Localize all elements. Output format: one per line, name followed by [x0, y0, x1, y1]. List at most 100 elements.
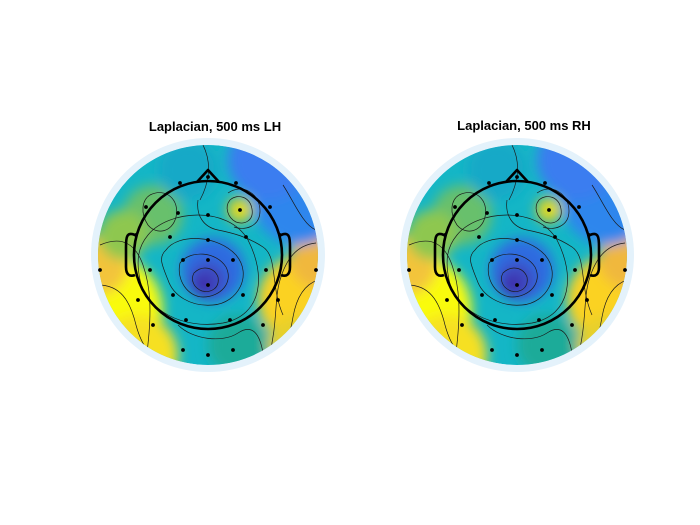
topoplot-rh: Laplacian, 500 ms RH [400, 118, 634, 372]
contour-line [451, 192, 487, 232]
contour-line [501, 267, 528, 292]
electrode-dot [181, 348, 185, 352]
contour-line [282, 184, 317, 231]
electrode-dot [515, 258, 519, 262]
electrode-dot [268, 205, 272, 209]
contour-line [508, 145, 518, 201]
contour-line [267, 242, 317, 361]
head-outline [433, 168, 601, 331]
electrode-dot [515, 175, 519, 179]
electrode-dot [480, 293, 484, 297]
contour-line [199, 145, 209, 201]
field-blob [467, 145, 527, 200]
left-ear [433, 232, 445, 278]
contour-line [576, 242, 626, 361]
field-blob [98, 315, 178, 365]
electrode-dot [485, 211, 489, 215]
contour-line [142, 192, 178, 232]
electrode-dot [540, 348, 544, 352]
electrode-dot [515, 238, 519, 242]
head-circle [441, 179, 593, 331]
electrode-dot [276, 298, 280, 302]
electrode-dot [487, 181, 491, 185]
contour-line [192, 267, 219, 292]
left-ear [124, 232, 136, 278]
electrode-dot [553, 235, 557, 239]
electrode-dot [206, 213, 210, 217]
electrode-dot [231, 258, 235, 262]
contour-line [197, 199, 284, 316]
field-blob [98, 210, 148, 260]
electrode-dot [231, 348, 235, 352]
plot-title: Laplacian, 500 ms RH [457, 118, 591, 133]
contour-line [408, 240, 460, 361]
electrode-markers [98, 175, 318, 357]
electrode-dot [493, 318, 497, 322]
electrode-dot [228, 318, 232, 322]
electrode-dot [241, 293, 245, 297]
contour-line [178, 253, 229, 298]
head-circle [132, 179, 284, 331]
electrode-dot [537, 318, 541, 322]
electrode-dot [460, 323, 464, 327]
electrode-dot [570, 323, 574, 327]
contour-lines [407, 145, 627, 364]
electrode-dot [585, 298, 589, 302]
electrode-dot [515, 353, 519, 357]
electrode-dot [407, 268, 411, 272]
contour-line [137, 214, 259, 325]
electrode-dot [176, 211, 180, 215]
electrode-dot [573, 268, 577, 272]
electrode-dot [550, 293, 554, 297]
contour-line [177, 324, 264, 354]
electrode-dot [515, 283, 519, 287]
electrode-dot [144, 205, 148, 209]
electrode-dot [543, 181, 547, 185]
electrode-dot [206, 283, 210, 287]
topoplot-lh: Laplacian, 500 ms LH [91, 119, 325, 372]
electrode-dot [264, 268, 268, 272]
electrode-dot [453, 205, 457, 209]
right-ear [280, 232, 292, 278]
contour-line [535, 196, 562, 224]
contour-line [591, 184, 626, 231]
electrode-dot [206, 175, 210, 179]
electrode-dot [261, 323, 265, 327]
electrode-dot [206, 353, 210, 357]
electrode-dot [490, 258, 494, 262]
electrode-dot [206, 238, 210, 242]
contour-lines [98, 145, 318, 364]
electrode-dot [168, 235, 172, 239]
contour-line [487, 253, 538, 298]
electrode-dot [178, 181, 182, 185]
electrode-dot [184, 318, 188, 322]
electrode-dot [244, 235, 248, 239]
electrode-dot [515, 213, 519, 217]
electrode-dot [206, 258, 210, 262]
electrode-dot [238, 208, 242, 212]
contour-line [486, 324, 573, 354]
electrode-dot [477, 235, 481, 239]
electrode-dot [540, 258, 544, 262]
electrode-dot [490, 348, 494, 352]
electrode-dot [181, 258, 185, 262]
electrode-dot [234, 181, 238, 185]
electrode-dot [547, 208, 551, 212]
contour-line [226, 196, 253, 224]
nose [505, 168, 529, 183]
electrode-markers [407, 175, 627, 357]
electrode-dot [278, 233, 282, 237]
electrode-dot [134, 233, 138, 237]
electrode-dot [623, 268, 627, 272]
electrode-dot [98, 268, 102, 272]
field-blob [158, 145, 218, 200]
field-blob [407, 315, 487, 365]
contour-line [446, 214, 568, 325]
electrode-dot [457, 268, 461, 272]
electrode-dot [171, 293, 175, 297]
electrode-dot [445, 298, 449, 302]
contour-line [506, 199, 593, 316]
head-outline [124, 168, 292, 331]
plot-title: Laplacian, 500 ms LH [149, 119, 281, 134]
